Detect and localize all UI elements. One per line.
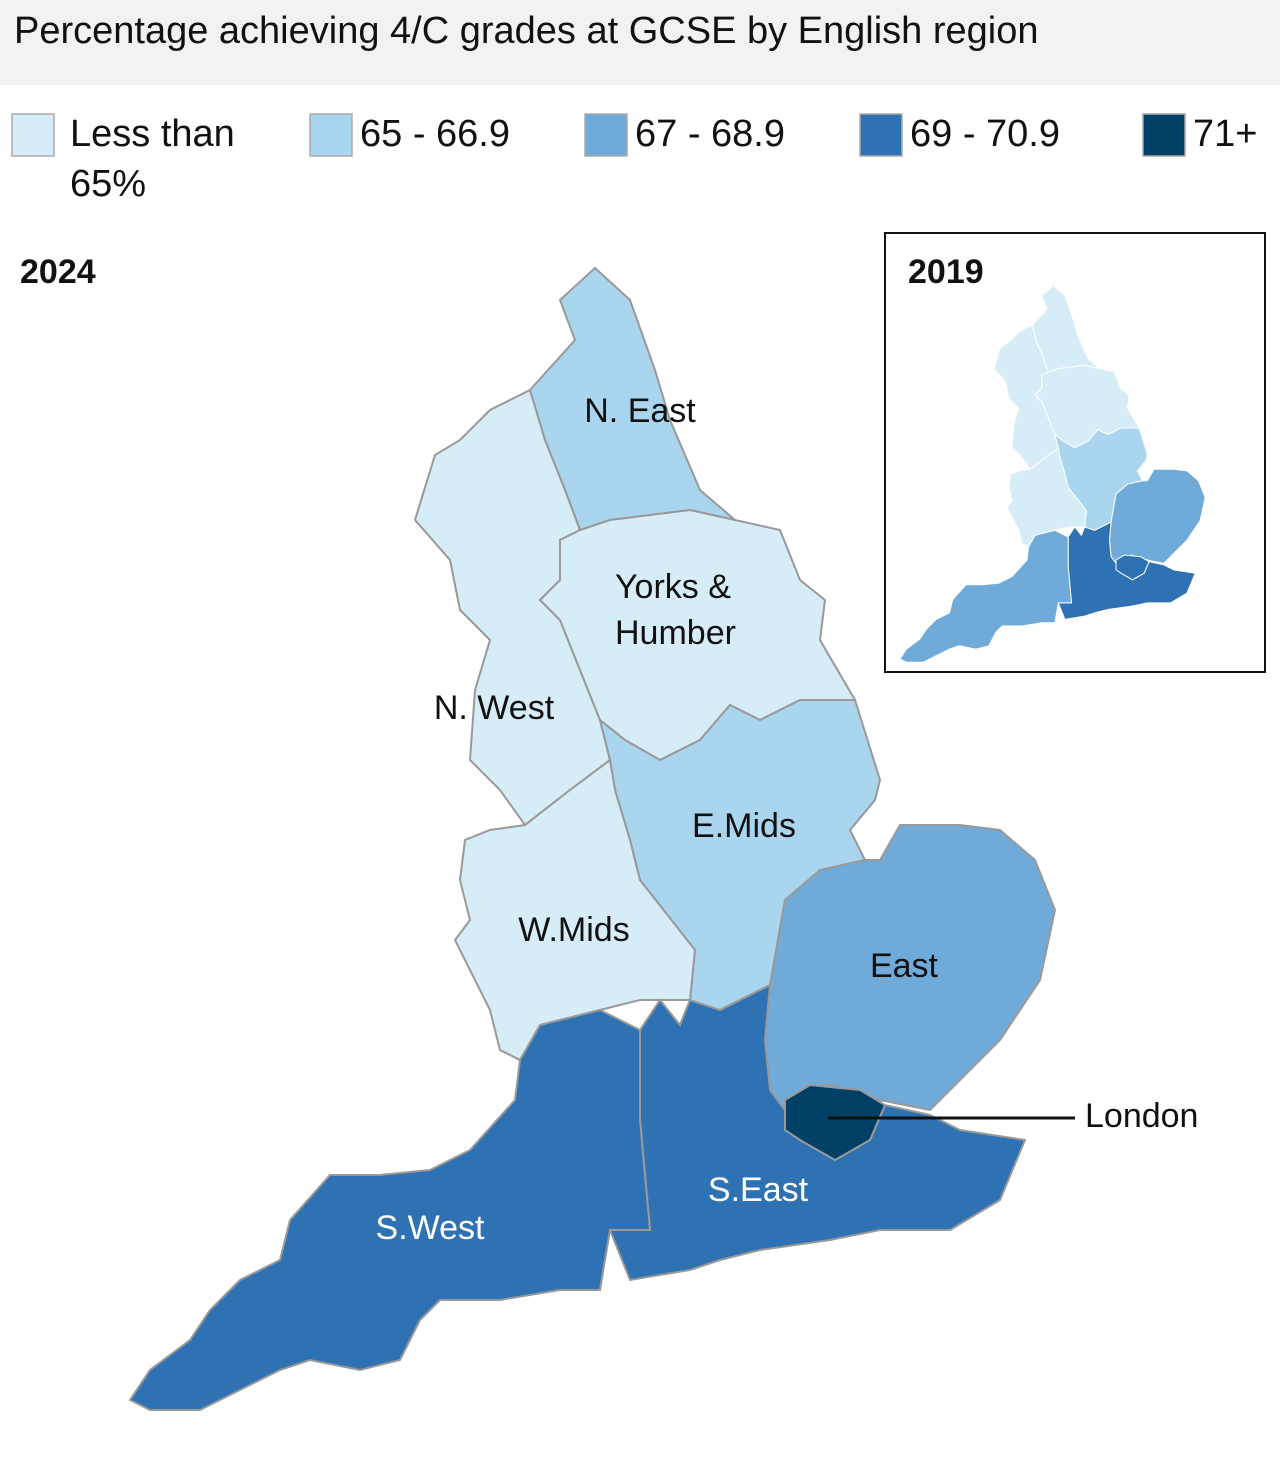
legend-swatch (11, 113, 55, 157)
main-year: 2024 (20, 253, 96, 291)
region (128, 1008, 652, 1411)
inset-map (899, 284, 1206, 663)
region-label: N. West (434, 689, 555, 727)
region-label: S.East (708, 1171, 809, 1209)
legend-swatch (309, 113, 353, 157)
region-label: East (870, 947, 939, 985)
legend-swatch (859, 113, 903, 157)
region-label: S.West (376, 1209, 486, 1247)
region-label: N. East (584, 392, 696, 430)
inset-region (1115, 554, 1150, 581)
legend-label: 65 - 66.9 (360, 113, 510, 155)
title-band (0, 0, 1280, 85)
region-label: E.Mids (692, 807, 796, 845)
legend: Less than 65% 65 - 66.9 67 - 68.9 69 - 70.9 7… (11, 113, 1257, 205)
label-line: 65% (70, 163, 146, 205)
label-line: Less than (70, 113, 235, 155)
legend-swatch (584, 113, 628, 157)
legend-label: 69 - 70.9 (910, 113, 1060, 155)
inset-year: 2019 (908, 253, 984, 291)
title: Percentage achieving 4/C grades at GCSE … (14, 10, 1038, 52)
region-label: Yorks & Humber (615, 568, 736, 652)
legend-label: 71+ (1193, 113, 1257, 155)
inset-region (899, 529, 1073, 663)
label-line: Humber (615, 614, 736, 652)
region (784, 1083, 887, 1162)
label-line: Yorks & (615, 568, 731, 606)
legend-label: 67 - 68.9 (635, 113, 785, 155)
legend-label: Less than 65% (70, 113, 235, 205)
region-label: W.Mids (518, 911, 629, 949)
region-label: London (1085, 1097, 1198, 1135)
legend-swatch (1142, 113, 1186, 157)
region-labels: N. East N. West Yorks & Humber E.Mids W.Mids E… (376, 392, 1199, 1247)
main-map (128, 266, 1057, 1411)
